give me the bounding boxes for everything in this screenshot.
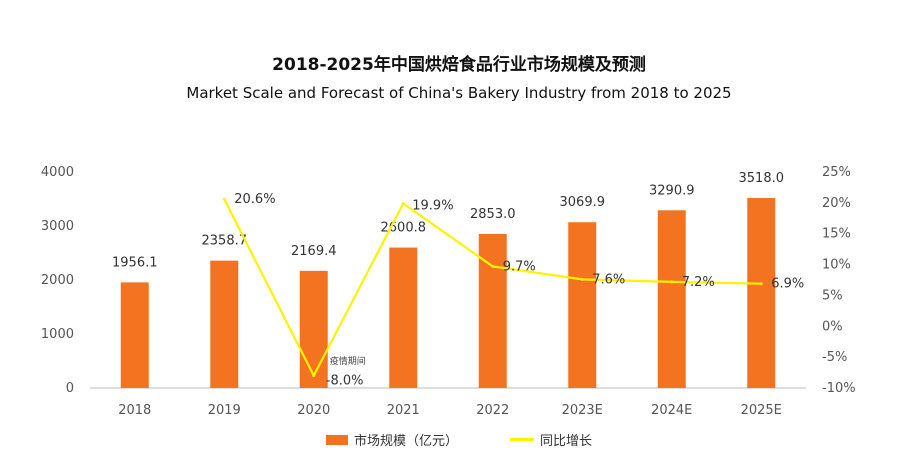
bar <box>657 210 686 388</box>
y-right-tick-label: 10% <box>822 258 851 273</box>
x-tick-label: 2025E <box>741 403 782 418</box>
x-tick-label: 2021 <box>387 403 420 418</box>
legend-line-label: 同比增长 <box>540 434 593 449</box>
y-left-tick-label: 3000 <box>41 219 74 234</box>
growth-data-label: 9.7% <box>503 259 536 274</box>
growth-point <box>580 277 584 281</box>
y-left-tick-label: 4000 <box>41 165 74 180</box>
annotation-label: 疫情期间 <box>330 355 366 367</box>
x-tick-label: 2022 <box>476 403 509 418</box>
bar-data-label: 1956.1 <box>112 255 158 270</box>
x-tick-label: 2019 <box>208 403 241 418</box>
x-tick-label: 2020 <box>297 403 330 418</box>
growth-point <box>222 197 226 201</box>
bar-data-label: 3069.9 <box>560 195 606 210</box>
growth-data-label: 7.6% <box>592 272 625 287</box>
growth-data-label: 6.9% <box>771 277 804 292</box>
bar-data-label: 3290.9 <box>649 183 695 198</box>
growth-point <box>670 280 674 284</box>
growth-point <box>491 264 495 268</box>
growth-data-label: 20.6% <box>234 192 275 207</box>
y-right-tick-label: -10% <box>822 381 856 396</box>
bar <box>478 233 507 388</box>
bar-data-label: 3518.0 <box>739 171 785 186</box>
y-left-tick-label: 0 <box>66 381 74 396</box>
chart-title: 2018-2025年中国烘焙食品行业市场规模及预测 <box>272 55 646 75</box>
y-right-tick-label: 20% <box>822 196 851 211</box>
legend-bar-swatch <box>325 434 348 445</box>
bar <box>568 222 597 388</box>
y-right-tick-label: -5% <box>822 350 847 365</box>
growth-data-label: -8.0% <box>326 374 364 389</box>
y-right-tick-label: 25% <box>822 165 851 180</box>
legend-line-swatch <box>510 438 534 441</box>
legend-item-line: 同比增长 <box>510 430 592 449</box>
bar-data-label: 2169.4 <box>291 244 337 259</box>
growth-point <box>401 201 405 205</box>
bar <box>299 270 328 388</box>
x-tick-label: 2024E <box>651 403 692 418</box>
growth-point <box>759 282 763 286</box>
growth-point <box>312 374 316 378</box>
chart-subtitle: Market Scale and Forecast of China's Bak… <box>186 84 732 102</box>
legend: 市场规模（亿元） 同比增长 <box>0 430 918 449</box>
y-left-tick-label: 1000 <box>41 327 74 342</box>
bar <box>120 282 149 388</box>
legend-item-bar: 市场规模（亿元） <box>325 430 458 449</box>
bar <box>210 260 239 388</box>
bar-data-label: 2853.0 <box>470 207 516 222</box>
x-tick-label: 2018 <box>118 403 151 418</box>
legend-bar-label: 市场规模（亿元） <box>353 434 458 449</box>
x-tick-label: 2023E <box>562 403 603 418</box>
bar <box>389 247 418 388</box>
y-right-tick-label: 0% <box>822 319 843 334</box>
y-right-tick-label: 5% <box>822 288 843 303</box>
bar-data-label: 2358.7 <box>202 234 248 249</box>
y-right-tick-label: 15% <box>822 227 851 242</box>
growth-data-label: 7.2% <box>682 275 715 290</box>
bar <box>747 198 776 388</box>
y-left-tick-label: 2000 <box>41 273 74 288</box>
growth-data-label: 19.9% <box>412 198 453 213</box>
